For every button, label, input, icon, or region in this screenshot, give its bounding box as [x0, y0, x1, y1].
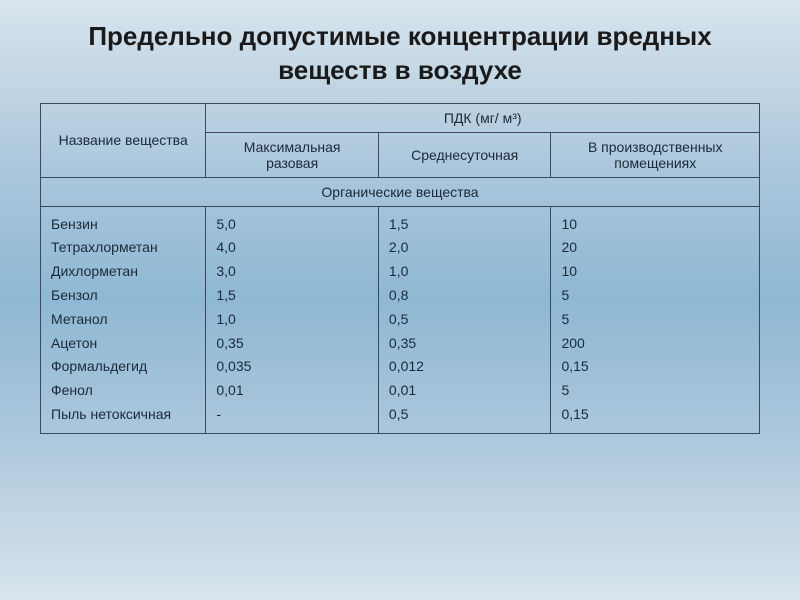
- header-industrial: В производственных помещениях: [551, 132, 760, 177]
- header-max-single: Максимальная разовая: [206, 132, 379, 177]
- max-single-cell: 5,04,03,01,51,00,350,0350,01-: [206, 206, 379, 433]
- section-header: Органические вещества: [41, 177, 760, 206]
- header-substance: Название вещества: [41, 103, 206, 177]
- daily-avg-cell: 1,52,01,00,80,50,350,0120,010,5: [378, 206, 551, 433]
- industrial-cell: 102010552000,1550,15: [551, 206, 760, 433]
- header-pdk: ПДК (мг/ м³): [206, 103, 760, 132]
- page-title: Предельно допустимые концентрации вредны…: [40, 20, 760, 88]
- header-daily-avg: Среднесуточная: [378, 132, 551, 177]
- table-row: БензинТетрахлорметанДихлорметанБензолМет…: [41, 206, 760, 433]
- concentration-table: Название вещества ПДК (мг/ м³) Максималь…: [40, 103, 760, 434]
- substances-cell: БензинТетрахлорметанДихлорметанБензолМет…: [41, 206, 206, 433]
